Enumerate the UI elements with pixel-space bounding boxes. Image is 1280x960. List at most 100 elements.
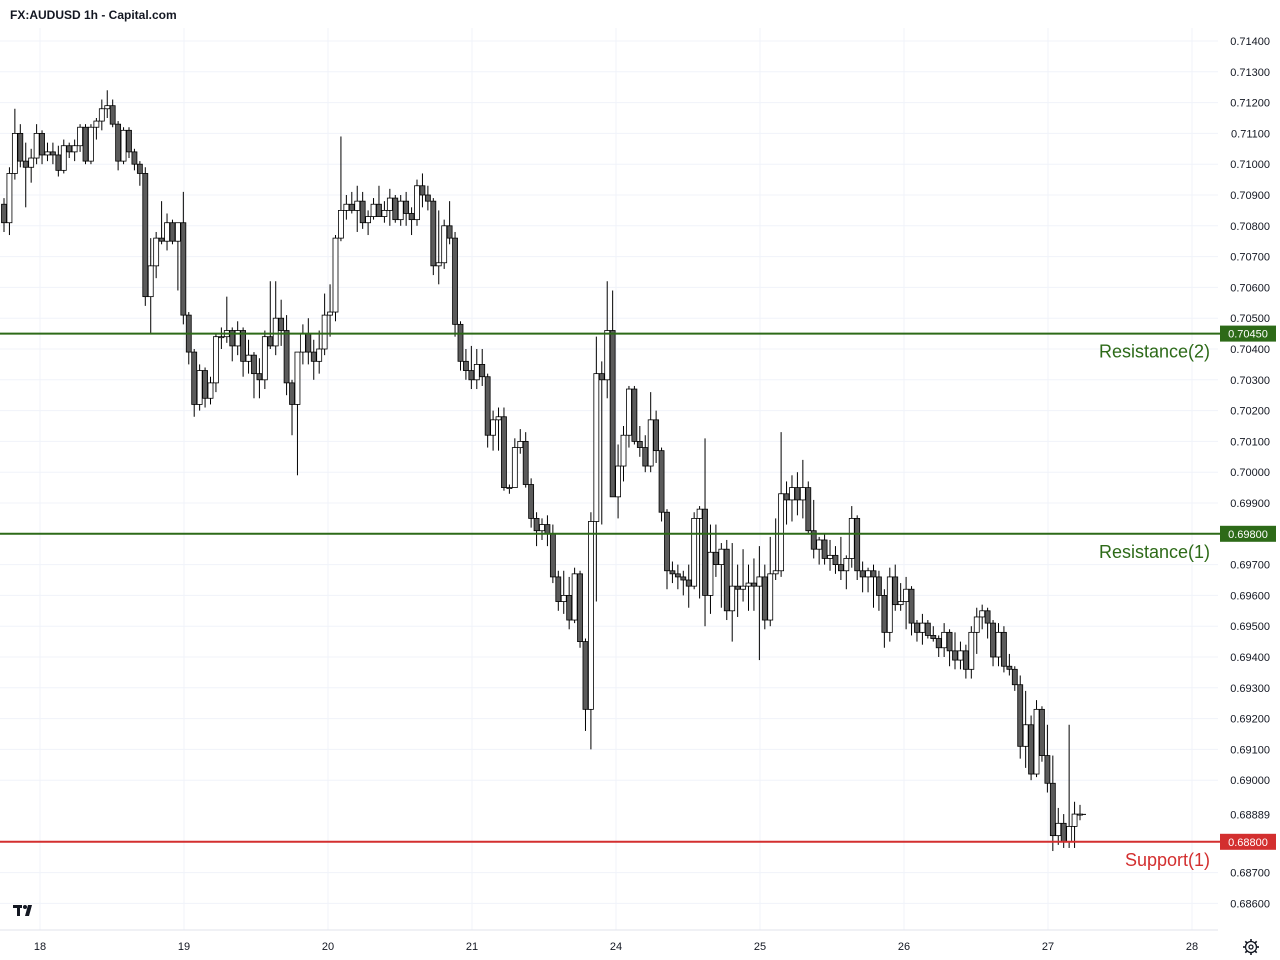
candle-body <box>626 388 632 436</box>
candle-body <box>381 209 388 217</box>
candle-body <box>935 638 942 649</box>
candle-body <box>799 487 806 501</box>
candle-body <box>571 573 578 621</box>
candle-body <box>261 336 268 381</box>
candle-body <box>104 105 111 110</box>
candle-body <box>327 311 333 316</box>
candle-body <box>734 585 741 590</box>
candle-body <box>245 354 252 362</box>
candle-body <box>957 650 964 661</box>
candle-body <box>136 163 143 174</box>
candle-body <box>213 336 219 384</box>
candles <box>1 90 1083 852</box>
candle-body <box>827 554 833 559</box>
tradingview-logo-icon[interactable] <box>10 900 38 922</box>
candle-body <box>511 447 518 488</box>
candle-body <box>577 573 583 643</box>
time-tick-label: 26 <box>898 941 910 953</box>
candle-body <box>501 416 507 489</box>
price-tick-label: 0.68600 <box>1230 898 1270 910</box>
price-tick-label: 0.69700 <box>1230 560 1270 572</box>
candle-body <box>674 573 681 578</box>
time-tick-label: 25 <box>754 941 766 953</box>
candle-body <box>848 518 855 559</box>
candle-body <box>142 173 149 298</box>
candle-body <box>946 631 953 652</box>
candle-body <box>153 237 160 267</box>
candle-body <box>751 582 757 587</box>
candle-body <box>22 160 29 168</box>
candle-body <box>196 370 203 405</box>
candle-body <box>598 373 605 381</box>
candle-body <box>452 237 458 325</box>
candle-body <box>174 222 181 242</box>
candle-body <box>1049 782 1056 837</box>
candle-body <box>539 524 545 532</box>
candle-body <box>229 330 236 347</box>
candle-body <box>11 132 18 174</box>
candle-body <box>17 132 24 162</box>
candle-body <box>218 336 225 339</box>
candle-body <box>294 351 301 405</box>
level-name-label: Resistance(1) <box>1099 542 1210 562</box>
grid <box>0 28 1218 931</box>
candle-body <box>930 635 937 639</box>
candle-body <box>973 616 980 633</box>
candle-body <box>283 330 290 384</box>
candle-body <box>897 601 904 606</box>
candle-body <box>202 370 208 399</box>
candle-body <box>517 440 524 448</box>
candle-body <box>240 330 247 362</box>
candle-body <box>446 225 453 239</box>
candle-body <box>365 216 372 224</box>
candle-body <box>702 508 708 596</box>
candle-body <box>71 145 78 153</box>
candle-body <box>582 641 589 710</box>
candle-body <box>397 200 404 221</box>
candle-body <box>256 373 263 381</box>
price-tick-label: 0.69500 <box>1230 621 1270 633</box>
candle-body <box>164 222 170 242</box>
time-tick-label: 27 <box>1042 941 1054 953</box>
candle-body <box>343 203 350 211</box>
candle-body <box>289 382 295 405</box>
gear-icon[interactable] <box>1242 938 1260 956</box>
time-axis[interactable]: 18 19 20 21 24 25 26 27 28 <box>34 941 1198 953</box>
candle-body <box>886 576 893 633</box>
candle-body <box>1044 755 1051 784</box>
candle-body <box>310 351 317 362</box>
price-axis[interactable]: 0.71400 0.71300 0.71200 0.71100 0.71000 0.709… <box>1230 36 1270 910</box>
candle-body <box>109 105 116 125</box>
candle-body <box>1028 724 1034 775</box>
price-tick-label: 0.70300 <box>1230 375 1270 387</box>
candle-body <box>441 225 448 264</box>
candle-body <box>424 194 431 202</box>
candle-body <box>376 203 382 217</box>
candle-body <box>593 373 600 522</box>
price-tick-label: 0.69200 <box>1230 714 1270 726</box>
level-name-label: Resistance(2) <box>1099 342 1210 362</box>
level-name-label: Support(1) <box>1125 850 1210 870</box>
candle-body <box>50 151 56 156</box>
candle-body <box>1011 668 1018 686</box>
candle-body <box>463 360 469 371</box>
candle-body <box>1055 822 1062 837</box>
candle-body <box>783 493 790 501</box>
candle-body <box>549 533 556 578</box>
candle-body <box>837 564 844 572</box>
candle-body <box>609 330 616 498</box>
candle-body <box>669 570 676 575</box>
candle-body <box>386 197 393 211</box>
candle-body <box>995 631 1002 658</box>
candle-body <box>479 363 486 378</box>
time-tick-label: 28 <box>1186 941 1198 953</box>
candle-body <box>914 622 920 633</box>
candle-body <box>1066 826 1073 843</box>
candle-body <box>881 595 888 633</box>
candle-body <box>756 576 763 587</box>
candle-body <box>816 539 823 550</box>
candle-body <box>984 610 991 624</box>
candle-body <box>723 548 730 612</box>
candle-body <box>805 487 812 532</box>
